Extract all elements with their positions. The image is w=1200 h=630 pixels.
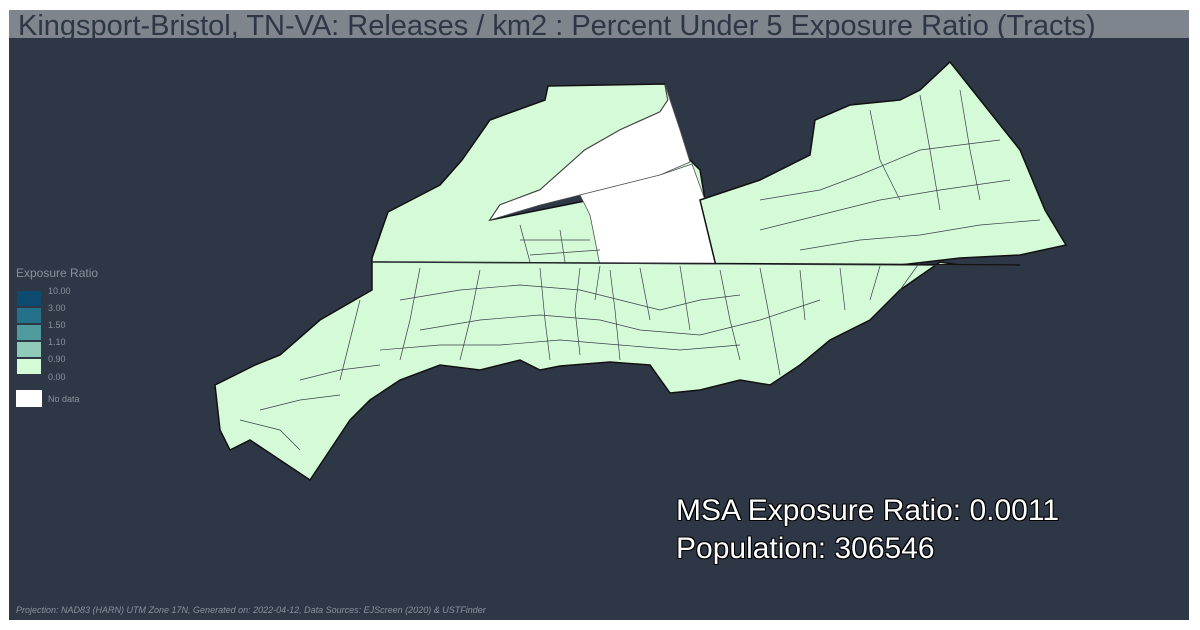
legend-swatch [16,341,42,358]
msa-exposure-ratio: MSA Exposure Ratio: 0.0011 [676,494,1059,527]
stats-panel: MSA Exposure Ratio: 0.0011 Population: 3… [676,492,1059,568]
tract-boundaries [239,89,1041,451]
no-data-tract-1 [489,83,691,221]
legend-label: 1.50 [48,320,66,330]
va-east-region [699,60,1068,267]
map-footer: Projection: NAD83 (HARN) UTM Zone 17N, G… [16,605,486,615]
population: Population: 306546 [676,532,935,565]
legend-label: 0.90 [48,354,66,364]
legend-label: 10.00 [48,286,71,296]
legend-swatch [16,358,42,375]
legend-label: 3.00 [48,303,66,313]
no-data-label: No data [48,394,80,404]
legend-swatch [16,290,42,307]
legend-swatch [16,324,42,341]
map-title: Kingsport-Bristol, TN-VA: Releases / km2… [18,10,1096,42]
legend-title: Exposure Ratio [16,266,99,280]
tn-region [214,261,1021,482]
no-data-swatch [16,390,42,407]
legend-swatch [16,307,42,324]
title-bar [9,10,1189,38]
legend-label: 1.10 [48,337,66,347]
legend-label: 0.00 [48,372,66,382]
